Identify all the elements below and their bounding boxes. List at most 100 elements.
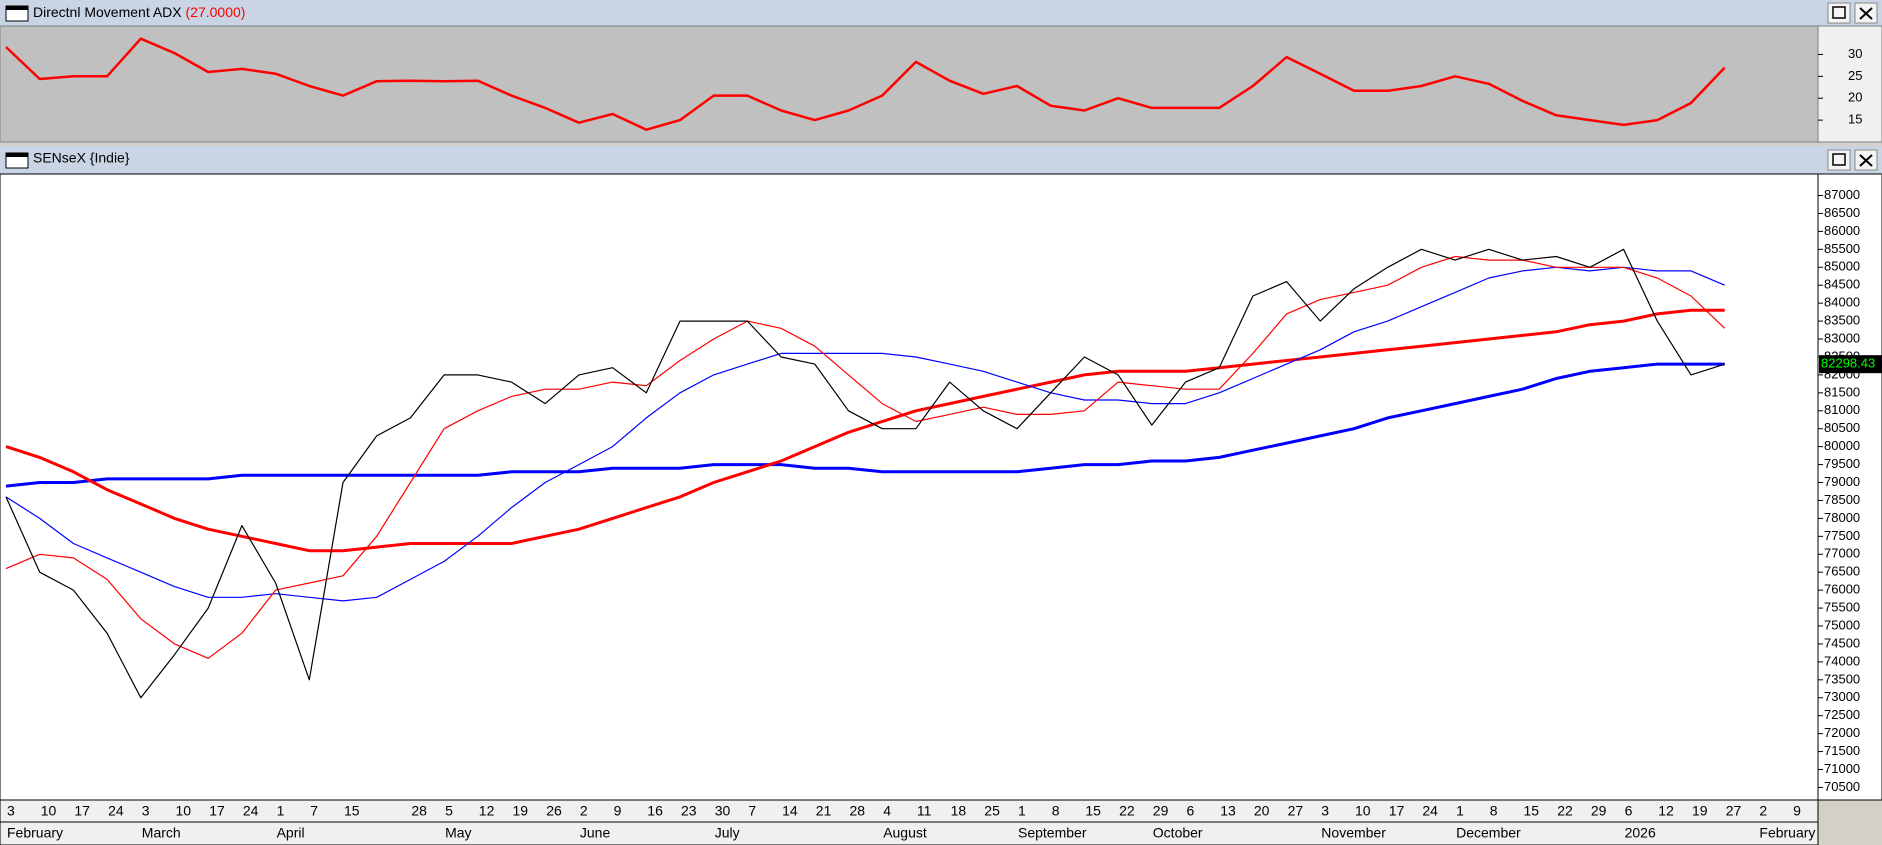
- x-tick-label: 1: [1456, 803, 1464, 819]
- series-line: [5, 308, 1725, 553]
- series-line: [5, 248, 1725, 699]
- y-tick-label: 80500: [1824, 420, 1860, 435]
- month-label: December: [1456, 825, 1521, 841]
- y-tick-label: 87000: [1824, 187, 1860, 202]
- plot-area: [0, 25, 1819, 143]
- x-tick-label: 27: [1726, 803, 1742, 819]
- x-tick-label: 24: [243, 803, 259, 819]
- x-tick-label: 9: [614, 803, 622, 819]
- x-tick-label: 29: [1153, 803, 1169, 819]
- y-tick-label: 81000: [1824, 402, 1860, 417]
- x-tick-label: 5: [445, 803, 453, 819]
- x-tick-label: 4: [883, 803, 891, 819]
- y-tick-label: 15: [1848, 112, 1862, 127]
- plot-area: [0, 173, 1819, 801]
- y-tick-label: 77500: [1824, 528, 1860, 543]
- maximize-button[interactable]: [1827, 2, 1851, 24]
- close-icon: [1859, 7, 1873, 20]
- title-bar: [0, 0, 1882, 26]
- x-tick-label: 10: [176, 803, 192, 819]
- x-tick-label: 6: [1625, 803, 1633, 819]
- x-tick-label: 13: [1220, 803, 1236, 819]
- y-tick-label: 84000: [1824, 295, 1860, 310]
- title-bar: [0, 146, 1882, 174]
- x-tick-label: 15: [344, 803, 360, 819]
- series-line: [5, 37, 1726, 131]
- x-tick-label: 28: [411, 803, 427, 819]
- panel-title: Directnl Movement ADX (27.0000): [33, 4, 245, 20]
- x-tick-label: 29: [1591, 803, 1607, 819]
- x-tick-label: 1: [277, 803, 285, 819]
- y-tick-label: 81500: [1824, 384, 1860, 399]
- month-label: March: [142, 825, 181, 841]
- y-tick-label: 85000: [1824, 259, 1860, 274]
- x-tick-label: 2: [580, 803, 588, 819]
- x-tick-label: 23: [681, 803, 697, 819]
- y-tick-label: 83000: [1824, 330, 1860, 345]
- x-tick-label: 14: [782, 803, 798, 819]
- x-tick-label: 10: [41, 803, 57, 819]
- x-tick-label: 19: [1692, 803, 1708, 819]
- y-tick-label: 78000: [1824, 510, 1860, 525]
- panel-title-text: Directnl Movement ADX: [33, 4, 182, 20]
- last-value-tag: [1819, 355, 1882, 374]
- x-tick-label: 10: [1355, 803, 1371, 819]
- y-tick-label: 79000: [1824, 474, 1860, 489]
- maximize-button[interactable]: [1827, 149, 1851, 171]
- y-tick-label: 20: [1848, 90, 1862, 105]
- y-tick-label: 70500: [1824, 779, 1860, 794]
- x-tick-label: 15: [1085, 803, 1101, 819]
- y-tick-label: 71000: [1824, 761, 1860, 776]
- window-icon: [6, 153, 28, 157]
- close-icon: [1859, 154, 1873, 167]
- month-label: July: [715, 825, 740, 841]
- month-label: June: [580, 825, 611, 841]
- x-tick-label: 15: [1524, 803, 1540, 819]
- panel-title: SENseX {Indie}: [33, 150, 130, 166]
- x-tick-label: 3: [7, 803, 15, 819]
- y-tick-label: 72500: [1824, 707, 1860, 722]
- axis-area: [1817, 25, 1882, 143]
- y-tick-label: 86500: [1824, 205, 1860, 220]
- series-line: [5, 255, 1726, 659]
- x-tick-label: 11: [917, 803, 932, 819]
- window-icon: [6, 6, 28, 10]
- x-tick-label: 1: [1018, 803, 1026, 819]
- x-tick-label: 12: [479, 803, 495, 819]
- x-tick-label: 27: [1288, 803, 1304, 819]
- x-tick-label: 26: [546, 803, 562, 819]
- maximize-icon: [1832, 153, 1846, 166]
- month-label: November: [1321, 825, 1386, 841]
- y-tick-label: 75500: [1824, 600, 1860, 615]
- axis-area: [1817, 173, 1882, 801]
- y-tick-label: 71500: [1824, 743, 1860, 758]
- x-tick-label: 17: [1389, 803, 1405, 819]
- y-tick-label: 72000: [1824, 725, 1860, 740]
- maximize-icon: [1832, 6, 1846, 19]
- series-line: [5, 362, 1725, 488]
- month-label: April: [277, 825, 305, 841]
- last-value: (27.0000): [186, 4, 246, 20]
- last-value-label: 82298.43: [1821, 356, 1875, 371]
- x-tick-label: 21: [816, 803, 832, 819]
- x-tick-label: 17: [74, 803, 90, 819]
- x-tick-label: 25: [984, 803, 1000, 819]
- x-tick-label: 22: [1119, 803, 1135, 819]
- x-tick-label: 6: [1187, 803, 1195, 819]
- x-tick-label: 2: [1759, 803, 1767, 819]
- x-tick-label: 12: [1658, 803, 1674, 819]
- x-tick-label: 28: [850, 803, 866, 819]
- x-tick-label: 19: [513, 803, 529, 819]
- y-tick-label: 73000: [1824, 689, 1860, 704]
- x-tick-label: 17: [209, 803, 225, 819]
- month-label: September: [1018, 825, 1087, 841]
- x-tick-label: 20: [1254, 803, 1270, 819]
- month-label: October: [1153, 825, 1203, 841]
- month-label: 2026: [1625, 825, 1656, 841]
- y-tick-label: 84500: [1824, 277, 1860, 292]
- y-tick-label: 30: [1848, 46, 1862, 61]
- x-tick-label: 30: [715, 803, 731, 819]
- y-tick-label: 77000: [1824, 546, 1860, 561]
